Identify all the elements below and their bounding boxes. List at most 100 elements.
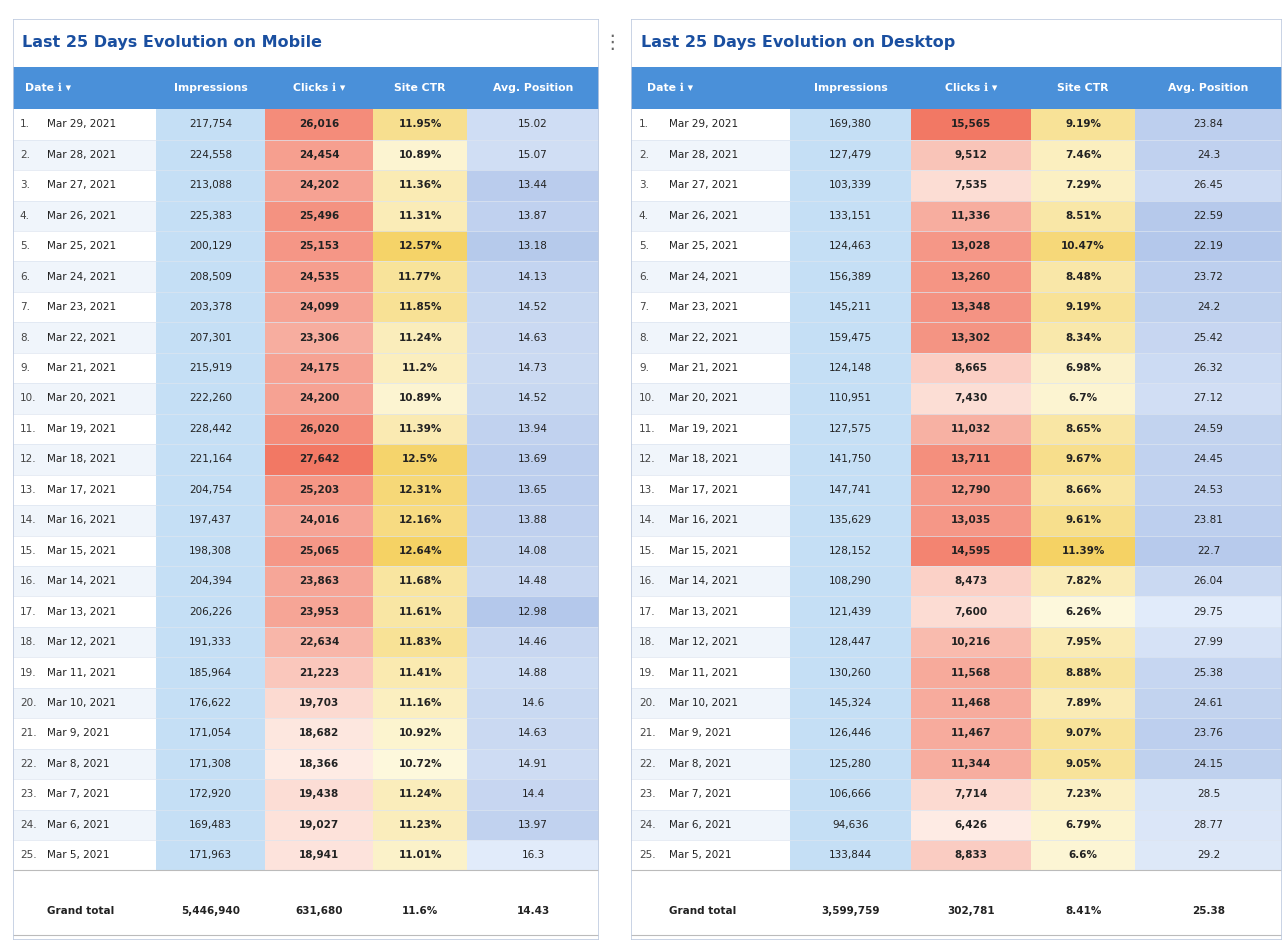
Text: 24,200: 24,200 [299, 394, 339, 403]
Text: 14.63: 14.63 [518, 729, 547, 738]
Text: 128,447: 128,447 [829, 637, 872, 647]
Text: 3.: 3. [639, 180, 649, 191]
Bar [156, 596, 265, 627]
Bar [265, 292, 374, 323]
Bar [374, 292, 468, 323]
Text: Mar 17, 2021: Mar 17, 2021 [668, 485, 738, 494]
Text: 24.59: 24.59 [1194, 424, 1224, 434]
Text: 22.7: 22.7 [1197, 546, 1220, 556]
Text: 8.65%: 8.65% [1065, 424, 1101, 434]
Text: Mar 25, 2021: Mar 25, 2021 [668, 241, 738, 251]
Text: 5.: 5. [639, 241, 649, 251]
Bar [791, 809, 911, 840]
Bar [911, 261, 1032, 292]
Text: 145,324: 145,324 [829, 698, 872, 708]
Text: 12.64%: 12.64% [398, 546, 442, 556]
Text: 207,301: 207,301 [189, 332, 232, 343]
Bar [631, 231, 1282, 261]
Bar [265, 688, 374, 718]
Bar [1032, 109, 1135, 140]
Bar [468, 323, 599, 353]
Bar [468, 566, 599, 596]
Bar [156, 718, 265, 749]
Bar [374, 383, 468, 414]
Bar [468, 505, 599, 535]
Bar [13, 749, 599, 779]
Text: 1.: 1. [639, 120, 649, 129]
Bar [468, 170, 599, 200]
Text: 8.: 8. [639, 332, 649, 343]
Text: Mar 23, 2021: Mar 23, 2021 [668, 302, 738, 312]
Text: Mar 11, 2021: Mar 11, 2021 [668, 667, 738, 678]
Text: ⋮: ⋮ [601, 33, 622, 52]
Bar [374, 566, 468, 596]
Text: 27.99: 27.99 [1194, 637, 1224, 647]
Text: 11.01%: 11.01% [398, 850, 442, 860]
Bar [468, 140, 599, 170]
Text: 15,565: 15,565 [951, 120, 990, 129]
Bar [156, 200, 265, 231]
Bar [156, 779, 265, 809]
Text: 13.88: 13.88 [518, 515, 547, 526]
Bar [791, 444, 911, 474]
Bar [631, 109, 1282, 140]
Text: 26,020: 26,020 [299, 424, 339, 434]
Text: 169,380: 169,380 [829, 120, 872, 129]
Text: 26,016: 26,016 [299, 120, 339, 129]
Text: 23.84: 23.84 [1194, 120, 1224, 129]
Bar [13, 658, 599, 688]
Bar [468, 627, 599, 658]
Bar [791, 596, 911, 627]
Bar [374, 200, 468, 231]
Text: 213,088: 213,088 [189, 180, 232, 191]
Bar [911, 474, 1032, 505]
Bar [156, 414, 265, 444]
Text: Mar 10, 2021: Mar 10, 2021 [668, 698, 738, 708]
Text: 204,394: 204,394 [189, 576, 232, 586]
Text: 11.: 11. [639, 424, 656, 434]
Text: 10.: 10. [639, 394, 656, 403]
Bar [791, 261, 911, 292]
Bar [13, 887, 599, 935]
Bar [156, 688, 265, 718]
Text: 10.47%: 10.47% [1061, 241, 1105, 251]
Bar [265, 414, 374, 444]
Text: 130,260: 130,260 [829, 667, 872, 678]
Bar [374, 231, 468, 261]
Text: 19.: 19. [19, 667, 36, 678]
Bar [1135, 414, 1282, 444]
Bar [1032, 688, 1135, 718]
Text: 13,028: 13,028 [951, 241, 990, 251]
Text: 145,211: 145,211 [829, 302, 872, 312]
Bar [13, 414, 599, 444]
Bar [631, 566, 1282, 596]
Bar [911, 353, 1032, 383]
Text: 13.44: 13.44 [518, 180, 547, 191]
Bar [156, 627, 265, 658]
Bar [13, 688, 599, 718]
Text: Mar 24, 2021: Mar 24, 2021 [46, 271, 116, 282]
Bar [13, 809, 599, 840]
Bar [791, 688, 911, 718]
Text: 23.: 23. [19, 790, 36, 799]
Text: Clicks ℹ ▾: Clicks ℹ ▾ [945, 83, 997, 93]
Text: Mar 5, 2021: Mar 5, 2021 [46, 850, 109, 860]
Bar [468, 658, 599, 688]
Text: 9.: 9. [639, 363, 649, 373]
Text: 22.59: 22.59 [1194, 211, 1224, 221]
Bar [1135, 566, 1282, 596]
Bar [374, 353, 468, 383]
Text: 159,475: 159,475 [829, 332, 872, 343]
Bar [631, 66, 1282, 109]
Bar [631, 749, 1282, 779]
Bar [1032, 809, 1135, 840]
Bar [468, 444, 599, 474]
Bar [13, 535, 599, 566]
Bar [13, 353, 599, 383]
Text: 8.: 8. [19, 332, 30, 343]
Text: 26.04: 26.04 [1194, 576, 1224, 586]
Text: Grand total: Grand total [46, 906, 115, 916]
Text: 15.02: 15.02 [518, 120, 547, 129]
Bar [156, 809, 265, 840]
Bar [1032, 140, 1135, 170]
